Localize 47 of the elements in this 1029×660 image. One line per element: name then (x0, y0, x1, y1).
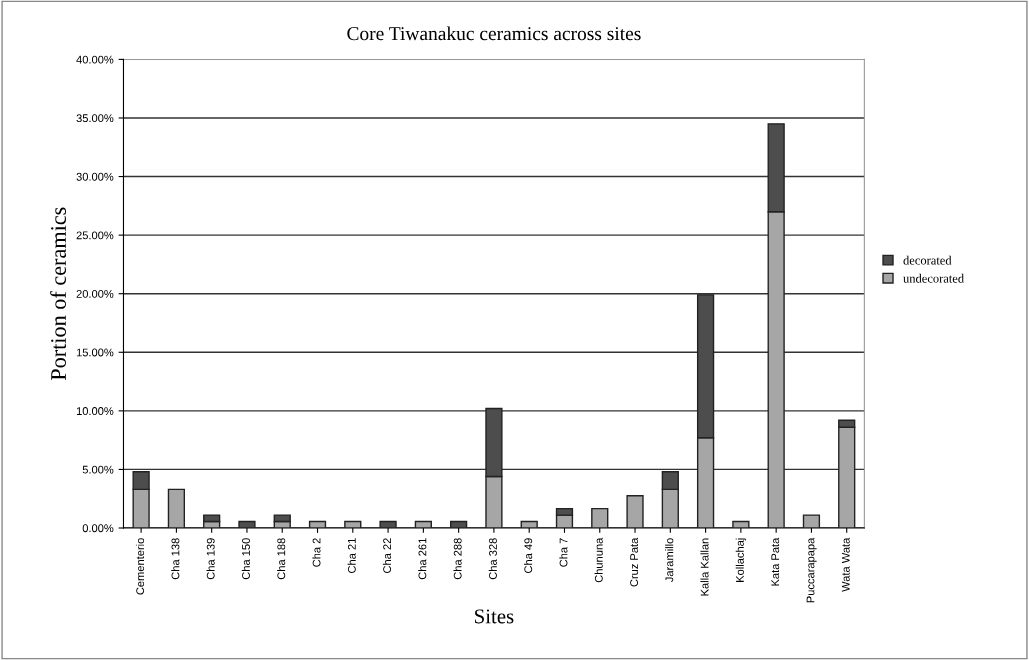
x-tick-label: Chununa (594, 537, 603, 583)
y-tick-label: 40.00% (76, 55, 114, 64)
x-tick-label: Wata Wata (841, 537, 850, 592)
chart-title: Core Tiwanakuc ceramics across sites (347, 26, 641, 41)
bar (238, 520, 256, 528)
x-tick-label: Cha 22 (382, 538, 392, 573)
y-tick-label: 0.00% (82, 524, 114, 533)
x-tick-label: Jaramillo (665, 538, 674, 582)
x-tick-label: Cha 2 (312, 538, 321, 567)
bar (308, 520, 327, 528)
bar (520, 520, 538, 528)
x-tick-label: Cha 150 (241, 538, 250, 580)
legend-label: undecorated (903, 273, 964, 283)
x-tick-label: Cha 138 (171, 538, 180, 580)
bar (802, 514, 821, 528)
y-tick-label: 30.00% (76, 172, 114, 181)
bar (732, 520, 750, 528)
x-tick-label: Kata Pata (771, 537, 780, 586)
x-tick-label: Cementerio (135, 538, 145, 595)
y-tick-label: 10.00% (76, 407, 114, 415)
legend-label: decorated (903, 255, 952, 265)
x-tick-label: Puccarapapa (806, 537, 817, 603)
bar (414, 520, 432, 528)
x-tick-label: Cruz Pata (630, 537, 639, 587)
x-tick-label: Cha 328 (488, 538, 497, 580)
x-tick-label: Cha 261 (418, 538, 427, 580)
bar (379, 520, 397, 528)
y-tick-label: 20.00% (76, 289, 114, 298)
x-axis-title: Sites (475, 609, 514, 624)
x-tick-label: Kollachaj (735, 538, 747, 582)
x-tick-label: Cha 49 (524, 538, 533, 573)
x-tick-label: Cha 188 (277, 538, 286, 580)
bar (450, 520, 468, 528)
x-tick-label: Cha 21 (347, 538, 356, 573)
y-tick-label: 35.00% (76, 114, 114, 123)
bar (167, 488, 186, 528)
x-tick-label: Cha 7 (559, 538, 568, 567)
y-tick-label: 15.00% (76, 348, 114, 357)
x-tick-label: Cha 288 (453, 538, 462, 580)
x-tick-label: Cha 139 (206, 538, 215, 580)
bar (626, 495, 644, 528)
y-tick-label: 25.00% (76, 231, 114, 240)
x-tick-label: Kalla Kallan (700, 538, 709, 596)
y-axis-title: Portion of ceramics (50, 207, 67, 381)
bar (344, 520, 362, 528)
bar (591, 507, 609, 528)
y-tick-label: 5.00% (82, 465, 114, 474)
